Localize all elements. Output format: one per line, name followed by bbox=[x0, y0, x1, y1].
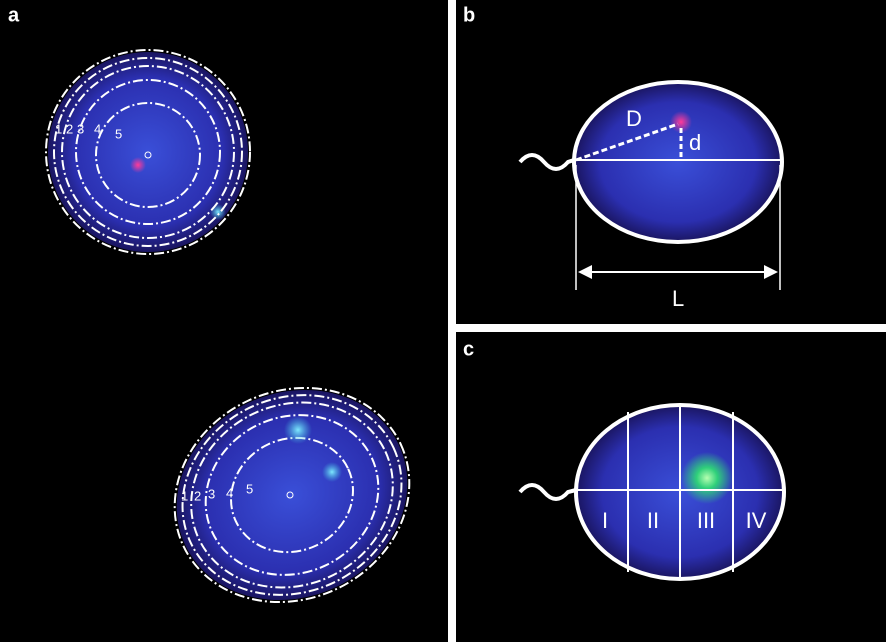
annotation: d bbox=[689, 130, 701, 155]
region-label: II bbox=[647, 508, 659, 533]
ring-label: 4 bbox=[94, 121, 101, 136]
ring-label: 3 bbox=[77, 121, 84, 136]
ring-label: 1 bbox=[181, 488, 188, 503]
region-label: I bbox=[602, 508, 608, 533]
region-label: III bbox=[697, 508, 715, 533]
panel-label: c bbox=[463, 338, 474, 360]
spot bbox=[284, 416, 312, 444]
panel-label: a bbox=[8, 4, 20, 26]
ring-label: 2 bbox=[66, 121, 73, 136]
ring-label: 1 bbox=[55, 121, 62, 136]
region-label: IV bbox=[746, 508, 767, 533]
panel-label: b bbox=[463, 4, 475, 26]
annotation: L bbox=[672, 286, 684, 311]
ring-label: 4 bbox=[226, 485, 233, 500]
ring-label: 5 bbox=[246, 481, 253, 496]
figure: 1 2 3 4 5 1 2 3 4 5 a D d L b bbox=[0, 0, 886, 642]
spot bbox=[322, 462, 342, 482]
annotation: D bbox=[626, 106, 642, 131]
ring-label: 5 bbox=[115, 126, 122, 141]
ring-label: 2 bbox=[194, 488, 201, 503]
ring-label: 3 bbox=[208, 486, 215, 501]
